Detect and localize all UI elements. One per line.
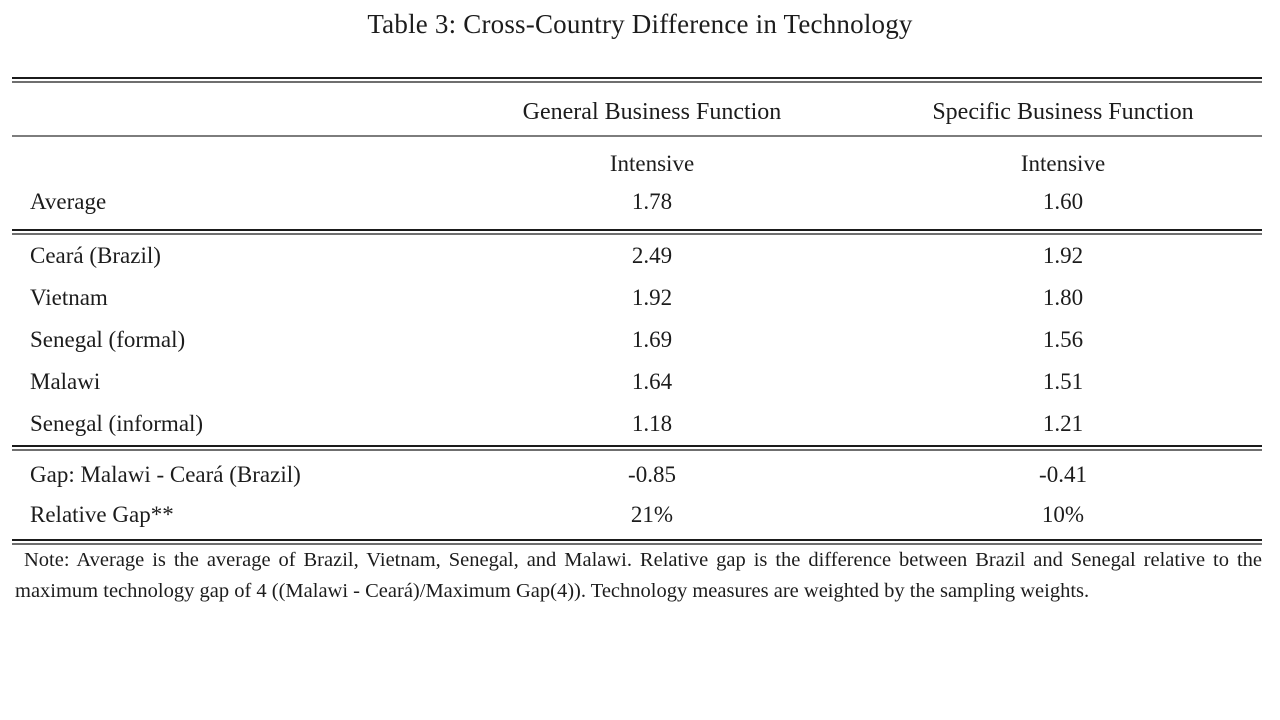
value-specific: 1.51: [1042, 369, 1084, 394]
row-label: Senegal (informal): [30, 411, 204, 436]
row-label: Malawi: [30, 369, 101, 394]
table-note: Note: Average is the average of Brazil, …: [15, 549, 1262, 602]
value-general: 1.64: [631, 369, 673, 394]
subheader-intensive-general: Intensive: [609, 151, 695, 176]
column-header-specific: Specific Business Function: [932, 98, 1194, 125]
table-row-relative-gap: Relative Gap** 21% 10%: [12, 495, 1262, 539]
value-specific: 10%: [1041, 502, 1085, 527]
value-general: 1.18: [631, 411, 673, 436]
value-general: 1.78: [631, 189, 673, 214]
row-label: Vietnam: [30, 285, 108, 310]
value-specific: 1.80: [1042, 285, 1084, 310]
top-double-rule: [12, 77, 1262, 83]
subheader-row: Intensive Intensive: [12, 137, 1262, 183]
value-specific: 1.21: [1042, 411, 1084, 436]
table-row-senegal-formal: Senegal (formal) 1.69 1.56: [12, 319, 1262, 361]
row-label: Ceará (Brazil): [30, 243, 161, 268]
value-general: 1.92: [631, 285, 673, 310]
value-specific: -0.41: [1039, 462, 1087, 487]
subheader-intensive-specific: Intensive: [1020, 151, 1106, 176]
table-row-gap: Gap: Malawi - Ceará (Brazil) -0.85 -0.41: [12, 451, 1262, 495]
value-general: 21%: [630, 502, 674, 527]
table-row-vietnam: Vietnam 1.92 1.80: [12, 277, 1262, 319]
table-row-malawi: Malawi 1.64 1.51: [12, 361, 1262, 403]
column-header-row: General Business Function Specific Busin…: [12, 83, 1262, 135]
value-general: 1.69: [631, 327, 673, 352]
row-label: Senegal (formal): [30, 327, 186, 352]
table: General Business Function Specific Busin…: [12, 77, 1262, 545]
row-label: Gap: Malawi - Ceará (Brazil): [30, 462, 301, 487]
table-row-senegal-informal: Senegal (informal) 1.18 1.21: [12, 403, 1262, 445]
table-title: Table 3: Cross-Country Difference in Tec…: [367, 9, 913, 39]
value-specific: 1.92: [1042, 243, 1084, 268]
section-rule-1: [12, 229, 1262, 235]
row-label: Relative Gap**: [30, 502, 174, 527]
header-rule: [12, 135, 1262, 137]
table-row-ceara: Ceará (Brazil) 2.49 1.92: [12, 235, 1262, 277]
value-specific: 1.60: [1042, 189, 1084, 214]
column-header-general: General Business Function: [522, 98, 782, 125]
bottom-double-rule: [12, 539, 1262, 545]
value-specific: 1.56: [1042, 327, 1084, 352]
section-rule-2: [12, 445, 1262, 451]
page: Table 3: Cross-Country Difference in Tec…: [0, 9, 1280, 720]
row-label: Average: [30, 189, 107, 214]
value-general: -0.85: [628, 462, 676, 487]
value-general: 2.49: [631, 243, 673, 268]
table-row-average: Average 1.78 1.60: [12, 183, 1262, 229]
